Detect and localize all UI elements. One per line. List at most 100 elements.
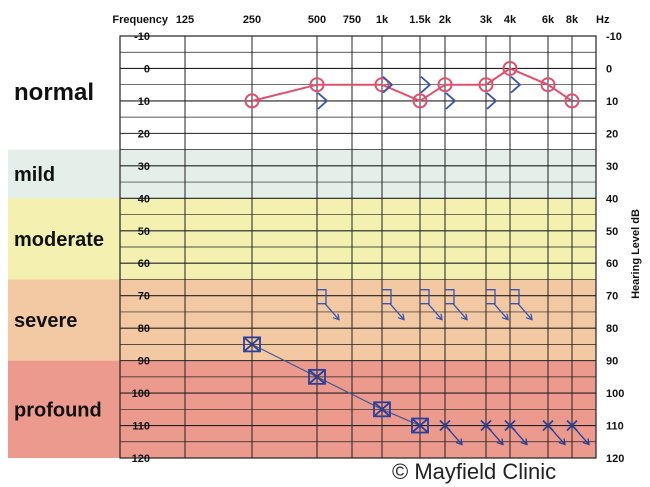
circle-point: [564, 93, 580, 109]
circle-point: [540, 77, 556, 93]
circle-point: [244, 93, 260, 109]
bracket-point: [420, 76, 432, 94]
y-tick-left: 60: [138, 258, 150, 270]
no-response-arrow: [574, 428, 590, 445]
no-response-arrow: [324, 303, 340, 321]
y-tick-left: 30: [138, 161, 150, 173]
y-tick-right: 60: [606, 258, 618, 270]
x-tick-8k: 8k: [566, 14, 579, 26]
y-tick-right: 40: [606, 193, 618, 205]
y-tick-right: 30: [606, 161, 618, 173]
boxed-x-series-line: [251, 343, 421, 427]
y-tick-right: 100: [606, 388, 624, 400]
y-tick-right: 120: [606, 453, 624, 465]
no-response-arrowhead: [582, 438, 590, 446]
y-tick-right: 50: [606, 226, 618, 238]
bracket-point: [445, 92, 457, 110]
band-label-mild: mild: [14, 164, 55, 186]
y-tick-left: 110: [132, 421, 150, 433]
bracket-point: [382, 76, 394, 94]
no-response-arrow: [427, 303, 443, 321]
y-tick-left: 100: [132, 388, 150, 400]
grid-lines: [119, 35, 597, 459]
db-tick-labels: -10 -10 0 0 10 10 20 20 30 30 40 40 50 50 60 60 70 70 80 80…: [132, 31, 625, 465]
y-tick-left: 50: [138, 226, 150, 238]
bracket-no-response-point: [486, 289, 496, 305]
circle-point: [502, 60, 518, 76]
bracket-point: [486, 92, 498, 110]
bracket-no-response-point: [420, 289, 430, 305]
y-tick-left: 120: [132, 453, 150, 465]
x-tick-500: 500: [308, 14, 326, 26]
x-tick-250: 250: [243, 14, 261, 26]
y-tick-left: 70: [138, 291, 150, 303]
boxed-x-cross: [243, 336, 261, 353]
no-response-arrow: [517, 303, 533, 321]
boxed-x-box: [243, 336, 261, 353]
bracket-no-response-point: [317, 289, 327, 305]
band-normal: [8, 36, 596, 150]
y-tick-left: 40: [138, 193, 150, 205]
band-label-moderate: moderate: [14, 229, 104, 251]
frequency-tick-labels: 125 250 500 750 1k 1.5k 2k 3k 4k 6k 8k: [176, 14, 579, 26]
x-tick-4k: 4k: [504, 14, 517, 26]
y-tick-right: 70: [606, 291, 618, 303]
x-tick-1k: 1k: [376, 14, 389, 26]
band-mild: [8, 149, 596, 199]
band-label-severe: severe: [14, 310, 77, 332]
y-tick-right: 20: [606, 128, 618, 140]
no-response-arrowhead: [520, 438, 528, 446]
no-response-arrowhead: [496, 438, 504, 446]
circle-point: [309, 77, 325, 93]
y-tick-left: 20: [138, 128, 150, 140]
plot-border: [119, 35, 597, 459]
no-response-arrowhead: [460, 313, 468, 321]
y-tick-right: -10: [606, 31, 622, 43]
circle-point: [412, 93, 428, 109]
x-axis-unit: Hz: [596, 14, 610, 26]
circle-point: [478, 77, 494, 93]
bracket-no-response-point: [445, 289, 455, 305]
boxed-x-cross: [411, 417, 429, 434]
no-response-arrow: [512, 428, 528, 445]
bracket-no-response-point: [510, 289, 520, 305]
no-response-arrow: [550, 428, 566, 445]
no-response-arrowhead: [397, 313, 405, 321]
y-tick-right: 90: [606, 356, 618, 368]
y-tick-right: 110: [606, 421, 624, 433]
x-tick-125: 125: [176, 14, 194, 26]
circle-point: [374, 77, 390, 93]
x-tick-1.5k: 1.5k: [409, 14, 431, 26]
y-tick-left: 80: [138, 323, 150, 335]
band-severe: [8, 279, 596, 361]
no-response-arrowhead: [501, 313, 509, 321]
no-response-arrow: [447, 428, 463, 445]
boxed-x-box: [308, 368, 326, 385]
x-tick-750: 750: [343, 14, 361, 26]
x-tick-3k: 3k: [480, 14, 493, 26]
band-moderate: [8, 198, 596, 280]
x-tick-6k: 6k: [542, 14, 555, 26]
boxed-x-cross: [308, 369, 326, 385]
y-tick-left: 10: [138, 96, 150, 108]
no-response-arrowhead: [435, 313, 443, 321]
y-tick-right: 80: [606, 323, 618, 335]
threshold-series: [243, 60, 590, 446]
no-response-arrow: [488, 428, 504, 445]
circle-point: [437, 77, 453, 93]
no-response-arrowhead: [525, 313, 533, 321]
no-response-arrow: [452, 303, 468, 321]
y-tick-left: 90: [138, 356, 150, 368]
boxed-x-box: [411, 417, 429, 434]
no-response-arrowhead: [455, 438, 463, 446]
no-response-arrow: [493, 303, 509, 321]
bracket-no-response-point: [382, 289, 392, 305]
circle-series-line: [251, 67, 573, 103]
y-axis-title: Hearing Level dB: [630, 209, 642, 299]
band-label-normal: normal: [14, 79, 94, 106]
bracket-point: [510, 76, 522, 94]
y-tick-right: 0: [606, 63, 612, 75]
boxed-x-cross: [373, 401, 391, 417]
no-response-arrow: [389, 303, 405, 321]
